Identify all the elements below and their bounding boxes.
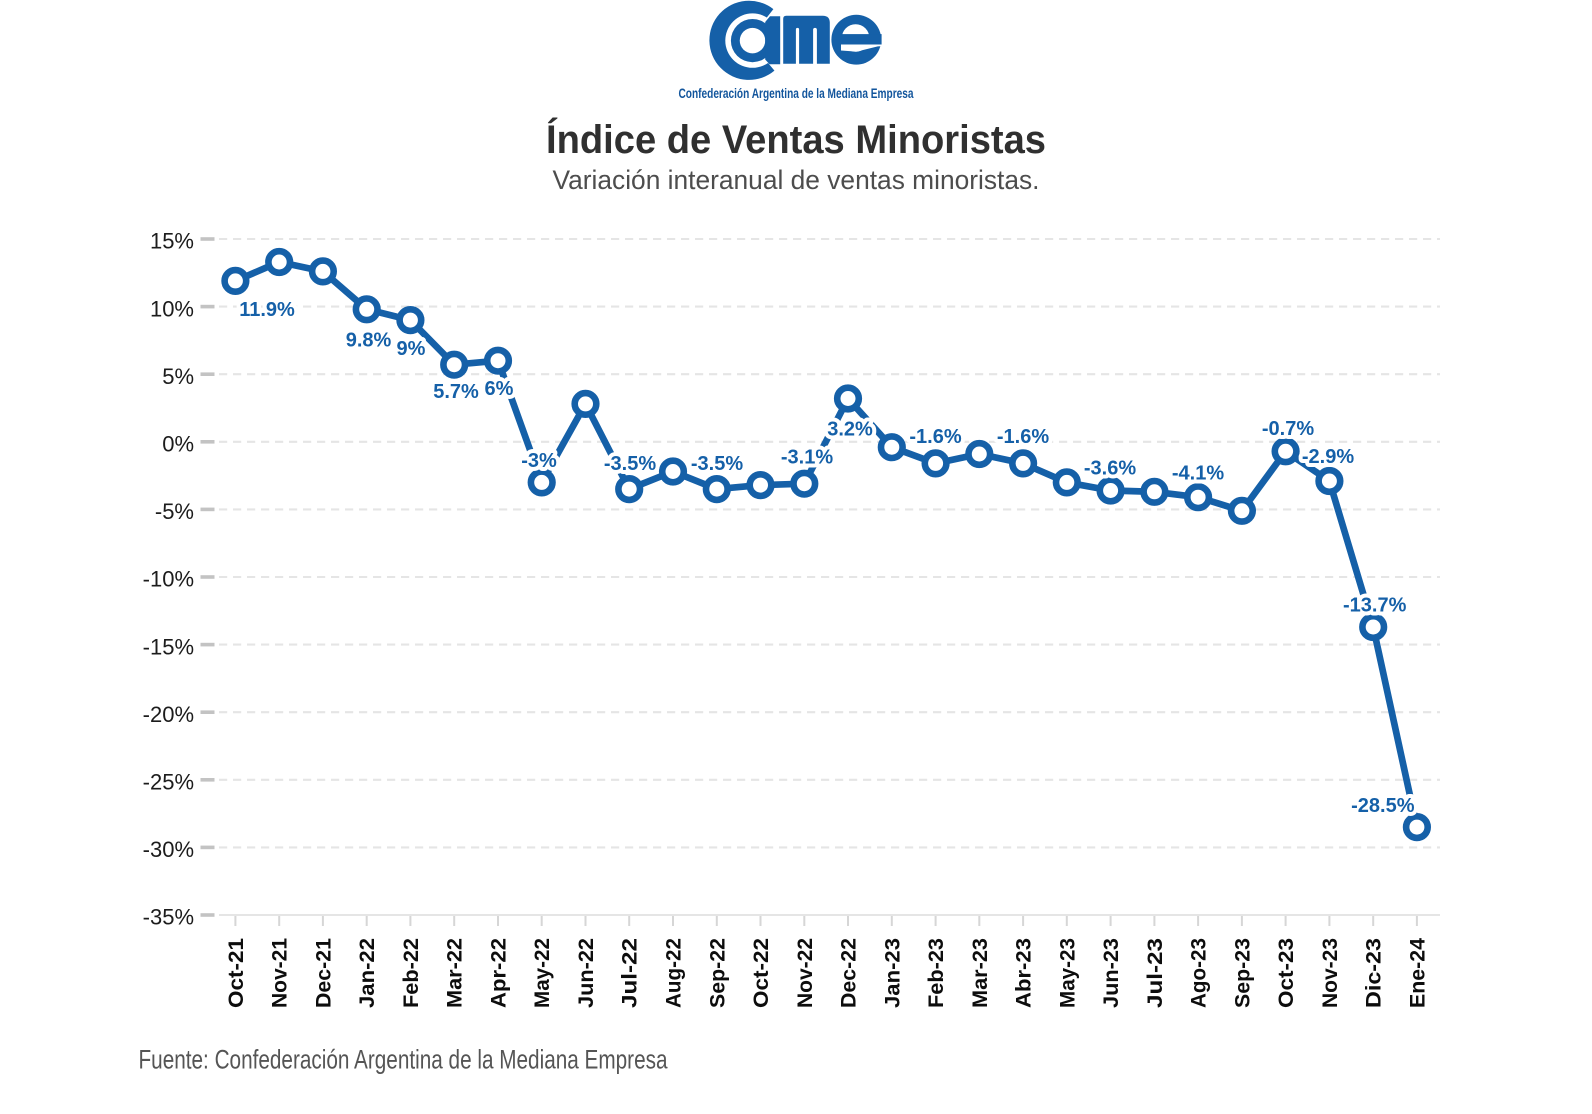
svg-text:Apr-22: Apr-22 bbox=[488, 938, 511, 1008]
svg-text:5%: 5% bbox=[162, 364, 194, 389]
svg-text:Jan-23: Jan-23 bbox=[881, 938, 904, 1008]
svg-text:Jun-23: Jun-23 bbox=[1100, 938, 1123, 1008]
svg-text:-3%: -3% bbox=[521, 450, 557, 472]
svg-text:Oct-22: Oct-22 bbox=[750, 938, 773, 1008]
svg-text:-10%: -10% bbox=[143, 567, 194, 592]
svg-text:May-23: May-23 bbox=[1056, 938, 1079, 1008]
svg-text:Jul-23: Jul-23 bbox=[1144, 938, 1167, 1008]
svg-text:Oct-21: Oct-21 bbox=[225, 938, 248, 1008]
svg-text:Oct-23: Oct-23 bbox=[1275, 938, 1298, 1008]
svg-text:Nov-23: Nov-23 bbox=[1319, 938, 1342, 1008]
svg-text:-3.1%: -3.1% bbox=[781, 446, 833, 468]
svg-text:-3.6%: -3.6% bbox=[1084, 458, 1136, 480]
svg-text:Índice de Ventas Minoristas: Índice de Ventas Minoristas bbox=[546, 117, 1046, 162]
svg-text:Sep-22: Sep-22 bbox=[706, 938, 729, 1008]
svg-text:Ago-23: Ago-23 bbox=[1188, 938, 1211, 1008]
svg-text:-13.7%: -13.7% bbox=[1343, 594, 1407, 616]
svg-text:Dec-22: Dec-22 bbox=[838, 938, 861, 1008]
svg-text:Variación interanual de ventas: Variación interanual de ventas minorista… bbox=[553, 165, 1040, 195]
svg-text:Mar-22: Mar-22 bbox=[444, 938, 467, 1008]
svg-text:-30%: -30% bbox=[143, 837, 194, 862]
svg-text:-35%: -35% bbox=[143, 905, 194, 930]
svg-text:-4.1%: -4.1% bbox=[1172, 462, 1224, 484]
svg-text:Mar-23: Mar-23 bbox=[969, 938, 992, 1008]
svg-text:-5%: -5% bbox=[155, 499, 194, 524]
svg-text:-28.5%: -28.5% bbox=[1351, 795, 1415, 817]
svg-text:Sep-23: Sep-23 bbox=[1231, 938, 1254, 1008]
svg-text:Nov-22: Nov-22 bbox=[794, 938, 817, 1008]
svg-text:Dic-23: Dic-23 bbox=[1363, 938, 1386, 1008]
svg-text:3.2%: 3.2% bbox=[827, 418, 873, 440]
svg-text:5.7%: 5.7% bbox=[433, 381, 479, 403]
svg-text:10%: 10% bbox=[150, 296, 194, 321]
svg-text:Jun-22: Jun-22 bbox=[575, 938, 598, 1008]
svg-text:May-22: May-22 bbox=[531, 938, 554, 1008]
svg-text:Confederación Argentina de la: Confederación Argentina de la Mediana Em… bbox=[679, 86, 914, 101]
svg-text:-1.6%: -1.6% bbox=[997, 426, 1049, 448]
svg-text:-2.9%: -2.9% bbox=[1302, 446, 1354, 468]
svg-text:15%: 15% bbox=[150, 229, 194, 254]
svg-text:Feb-23: Feb-23 bbox=[925, 938, 948, 1008]
svg-text:Aug-22: Aug-22 bbox=[663, 938, 686, 1008]
svg-text:6%: 6% bbox=[485, 378, 514, 400]
svg-text:-3.5%: -3.5% bbox=[691, 453, 743, 475]
svg-text:Dec-21: Dec-21 bbox=[312, 938, 335, 1008]
svg-text:-25%: -25% bbox=[143, 770, 194, 795]
svg-text:0%: 0% bbox=[162, 432, 194, 457]
svg-text:Nov-21: Nov-21 bbox=[269, 938, 292, 1008]
svg-text:11.9%: 11.9% bbox=[239, 299, 295, 321]
svg-text:-20%: -20% bbox=[143, 702, 194, 727]
svg-text:Fuente: Confederación Argentin: Fuente: Confederación Argentina de la Me… bbox=[139, 1045, 669, 1075]
svg-text:-1.6%: -1.6% bbox=[909, 426, 961, 448]
svg-text:-0.7%: -0.7% bbox=[1262, 418, 1314, 440]
svg-text:Feb-22: Feb-22 bbox=[400, 938, 423, 1008]
svg-text:9.8%: 9.8% bbox=[346, 329, 392, 351]
svg-text:9%: 9% bbox=[397, 338, 426, 360]
svg-text:Ene-24: Ene-24 bbox=[1406, 938, 1429, 1008]
svg-text:-3.5%: -3.5% bbox=[604, 453, 656, 475]
svg-text:Jul-22: Jul-22 bbox=[619, 938, 642, 1008]
svg-text:-15%: -15% bbox=[143, 634, 194, 659]
svg-text:Jan-22: Jan-22 bbox=[356, 938, 379, 1008]
svg-text:Abr-23: Abr-23 bbox=[1013, 938, 1036, 1008]
